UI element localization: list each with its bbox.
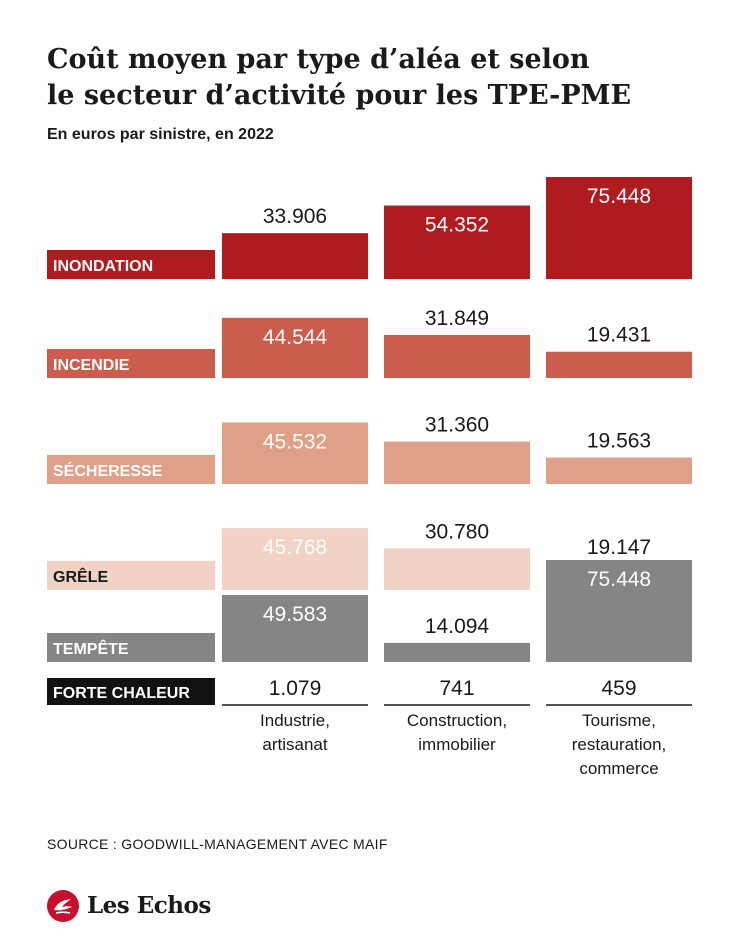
les-echos-logo-icon	[47, 890, 79, 922]
value-label-grele-1: 45.768	[263, 536, 327, 559]
row-label-box-secheresse	[47, 455, 215, 484]
source-note: SOURCE : GOODWILL-MANAGEMENT AVEC MAIF	[47, 836, 388, 852]
bar-incendie-3	[546, 351, 692, 378]
bar-tempete-2	[384, 642, 530, 662]
value-label-inondation-1: 33.906	[263, 205, 327, 228]
category-label-3-line-2: restauration,	[572, 735, 667, 754]
bar-incendie-1	[222, 317, 368, 378]
category-label-3-line-1: Tourisme,	[582, 711, 656, 730]
value-label-grele-2: 30.780	[425, 520, 489, 543]
value-label-incendie-1: 44.544	[263, 326, 328, 349]
row-label-box-incendie	[47, 349, 215, 378]
value-label-forte-chaleur-1: 1.079	[269, 677, 322, 700]
brand-name: Les Echos	[87, 892, 211, 919]
row-label-box-tempete	[47, 633, 215, 662]
bar-grele-2	[384, 548, 530, 590]
value-label-inondation-2: 54.352	[425, 214, 489, 237]
category-label-2-line-2: immobilier	[418, 735, 496, 754]
row-label-forte-chaleur: FORTE CHALEUR	[53, 685, 190, 702]
value-label-incendie-3: 19.431	[587, 324, 651, 347]
value-label-secheresse-3: 19.563	[587, 430, 651, 453]
chart: INONDATION 33.906 54.352 75.448 INCENDIE 44.5…	[47, 177, 692, 778]
value-label-inondation-3: 75.448	[587, 185, 651, 208]
category-label-1-line-1: Industrie,	[260, 711, 330, 730]
bar-secheresse-1	[222, 422, 368, 484]
value-label-forte-chaleur-2: 741	[439, 677, 474, 700]
category-label-1-line-2: artisanat	[262, 735, 327, 754]
row-label-box-grele	[47, 561, 215, 590]
value-label-tempete-1: 49.583	[263, 603, 327, 626]
row-label-box-inondation	[47, 250, 215, 279]
row-label-grele: GRÊLE	[53, 567, 108, 586]
bar-tempete-1	[222, 594, 368, 662]
bar-tempete-3	[546, 560, 692, 662]
row-label-incendie: INCENDIE	[53, 357, 130, 374]
value-label-secheresse-1: 45.532	[263, 430, 327, 453]
chart-title: Coût moyen par type d’aléa et selon le s…	[47, 42, 727, 114]
bar-inondation-1	[222, 233, 368, 279]
bar-incendie-2	[384, 334, 530, 378]
bar-secheresse-2	[384, 441, 530, 484]
row-label-tempete: TEMPÊTE	[53, 639, 129, 658]
value-label-tempete-3: 75.448	[587, 568, 651, 591]
row-label-inondation: INONDATION	[53, 258, 153, 275]
value-label-secheresse-2: 31.360	[425, 414, 489, 437]
row-label-box-forte-chaleur	[47, 678, 215, 705]
value-label-grele-3: 19.147	[587, 536, 651, 559]
chart-title-line-2: le secteur d’activité pour les TPE-PME	[47, 80, 632, 111]
bar-inondation-2	[384, 205, 530, 279]
chart-title-line-1: Coût moyen par type d’aléa et selon	[47, 44, 590, 75]
bar-secheresse-3	[546, 457, 692, 484]
value-label-incendie-2: 31.849	[425, 307, 489, 330]
value-label-tempete-2: 14.094	[425, 615, 490, 638]
category-label-2-line-1: Construction,	[407, 711, 507, 730]
bar-grele-1	[222, 528, 368, 590]
bar-inondation-3	[546, 177, 692, 279]
chart-subtitle: En euros par sinistre, en 2022	[47, 126, 274, 143]
row-label-secheresse: SÉCHERESSE	[53, 461, 163, 480]
category-label-3-line-3: commerce	[579, 759, 658, 778]
value-label-forte-chaleur-3: 459	[601, 677, 636, 700]
